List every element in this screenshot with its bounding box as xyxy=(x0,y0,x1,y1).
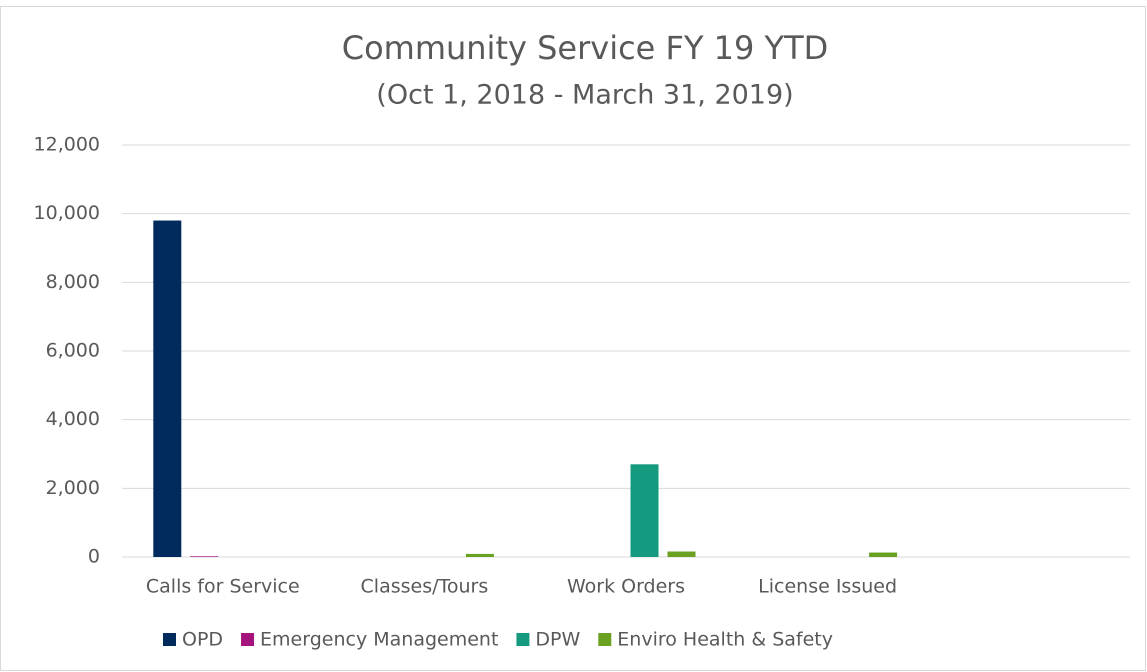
x-tick-label: Classes/Tours xyxy=(361,576,489,598)
bar xyxy=(667,551,696,557)
bar xyxy=(630,464,659,557)
legend-label: Emergency Management xyxy=(260,629,498,651)
x-tick-label: License Issued xyxy=(758,576,897,598)
legend-label: Enviro Health & Safety xyxy=(617,629,833,651)
chart-border xyxy=(0,6,1146,671)
y-tick-label: 10,000 xyxy=(34,202,100,224)
legend-swatch xyxy=(516,633,530,646)
chart-subtitle: (Oct 1, 2018 - March 31, 2019) xyxy=(376,80,793,111)
legend-swatch xyxy=(241,633,255,646)
y-tick-label: 6,000 xyxy=(46,340,100,362)
bar xyxy=(153,220,182,558)
y-tick-label: 0 xyxy=(88,546,100,568)
y-tick-label: 12,000 xyxy=(34,134,100,156)
x-tick-label: Work Orders xyxy=(567,576,685,598)
legend-label: OPD xyxy=(182,629,223,651)
bar xyxy=(190,556,219,557)
bar xyxy=(869,552,898,557)
legend-label: DPW xyxy=(535,629,580,651)
y-tick-label: 4,000 xyxy=(46,408,100,430)
x-tick-label: Calls for Service xyxy=(146,576,300,598)
legend-swatch xyxy=(163,633,176,646)
y-tick-label: 8,000 xyxy=(46,271,100,293)
y-tick-label: 2,000 xyxy=(46,477,100,499)
chart-title: Community Service FY 19 YTD xyxy=(342,29,829,67)
bar xyxy=(465,553,494,557)
legend-swatch xyxy=(598,633,612,646)
